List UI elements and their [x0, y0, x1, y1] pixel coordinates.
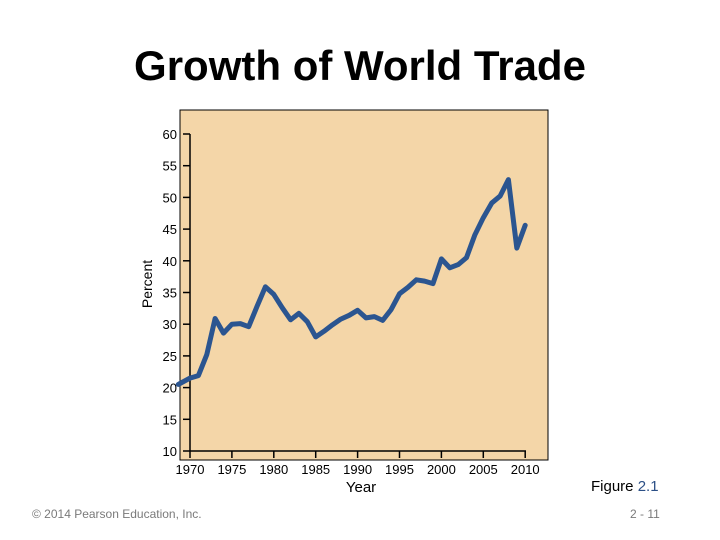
y-tick-label: 30: [163, 317, 177, 332]
y-tick-label: 10: [163, 444, 177, 459]
slide-title: Growth of World Trade: [134, 42, 586, 89]
y-tick-label: 35: [163, 286, 177, 301]
figure-label-text: Figure: [591, 478, 634, 495]
y-tick-label: 60: [163, 127, 177, 142]
y-tick-label: 25: [163, 349, 177, 364]
x-tick-label: 2010: [511, 462, 540, 477]
copyright-notice: © 2014 Pearson Education, Inc.: [32, 507, 202, 521]
figure-number: 2.1: [637, 478, 659, 495]
x-tick-label: 1990: [343, 462, 372, 477]
y-tick-label: 40: [163, 254, 177, 269]
plot-area: [179, 109, 549, 461]
y-tick-label: 15: [163, 412, 177, 427]
y-tick-label: 45: [163, 222, 177, 237]
x-axis-label: Year: [346, 479, 376, 496]
page-number: 2 - 11: [630, 507, 660, 521]
x-ticks: 1970 1975 1980 1985 1990 1995 2000 2005 2010: [176, 451, 540, 477]
y-tick-label: 55: [163, 159, 177, 174]
y-axis-label: Percent: [139, 260, 155, 308]
x-tick-label: 1970: [176, 462, 205, 477]
y-ticks: 10 15 20 25 30 35 40 45 50 55 60: [163, 127, 190, 459]
x-tick-label: 2005: [469, 462, 498, 477]
series-line: [175, 177, 528, 387]
x-tick-label: 2000: [427, 462, 456, 477]
x-tick-label: 1980: [259, 462, 288, 477]
x-tick-label: 1975: [217, 462, 246, 477]
y-tick-label: 50: [163, 190, 177, 205]
y-tick-label: 20: [163, 381, 177, 396]
figure-label: Figure 2.1: [591, 478, 659, 495]
x-tick-label: 1995: [385, 462, 414, 477]
x-tick-label: 1985: [301, 462, 330, 477]
